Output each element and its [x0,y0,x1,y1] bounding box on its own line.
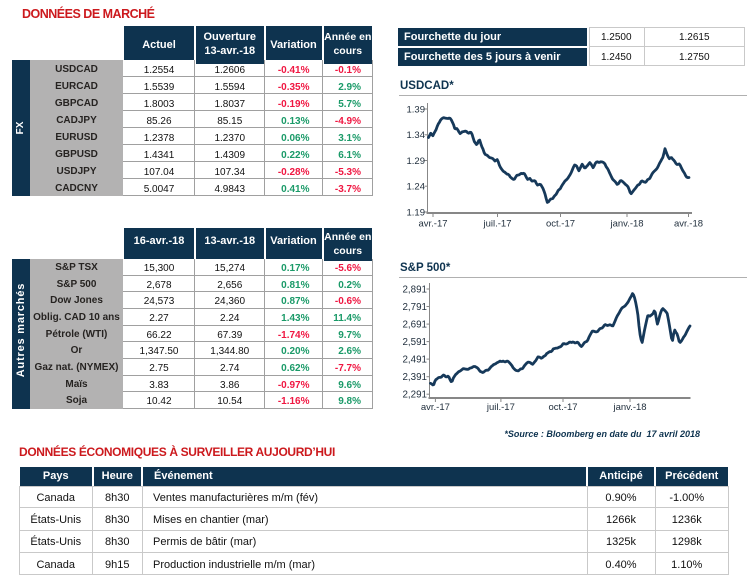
svg-text:avr.-18: avr.-18 [674,219,703,230]
svg-text:juil.-17: juil.-17 [483,219,512,230]
svg-text:2,291: 2,291 [402,390,427,401]
svg-text:janv.-18: janv.-18 [612,402,646,413]
svg-text:2,691: 2,691 [402,319,427,330]
svg-text:2,891: 2,891 [402,284,427,295]
svg-text:janv.-18: janv.-18 [609,219,643,230]
svg-text:2,391: 2,391 [402,372,427,383]
svg-text:avr.-17: avr.-17 [421,402,450,413]
svg-text:oct.-17: oct.-17 [548,402,577,413]
svg-text:1.24: 1.24 [407,182,426,193]
svg-text:juil.-17: juil.-17 [486,402,515,413]
svg-text:2,791: 2,791 [402,302,427,313]
svg-text:1.34: 1.34 [407,130,426,141]
svg-text:oct.-17: oct.-17 [546,219,575,230]
svg-text:1.39: 1.39 [407,104,426,115]
svg-text:1.29: 1.29 [407,156,426,167]
svg-text:avr.-17: avr.-17 [418,219,447,230]
svg-text:1.19: 1.19 [407,207,426,218]
svg-text:2,491: 2,491 [402,354,427,365]
svg-text:2,591: 2,591 [402,337,427,348]
